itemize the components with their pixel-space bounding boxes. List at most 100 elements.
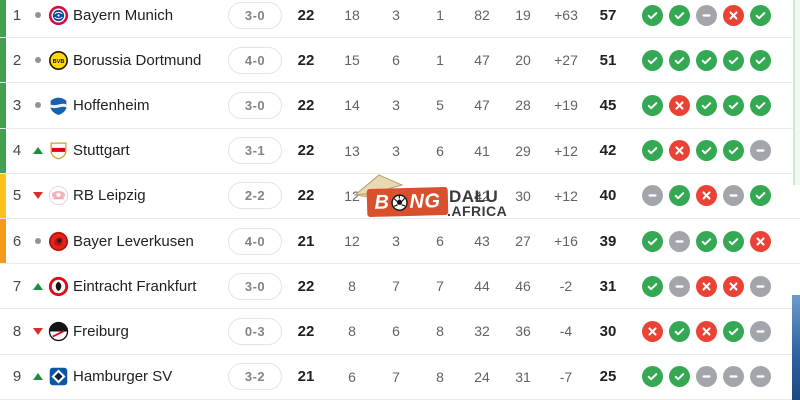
table-row[interactable]: 9 Hamburger SV 3-2 21 6 7 8 24 31 -7 25	[0, 354, 800, 400]
wins: 15	[344, 52, 360, 69]
win-check-icon[interactable]	[696, 49, 717, 71]
last-match-score-pill[interactable]: 3-1	[228, 137, 282, 165]
points: 51	[599, 51, 617, 69]
table-row[interactable]: 6 Bayer Leverkusen 4-0 21 12 3 6 43 27 +…	[0, 218, 800, 265]
team-name[interactable]: Eintracht Frankfurt	[73, 277, 197, 295]
table-row[interactable]: 2 BVB Borussia Dortmund 4-0 22 15 6 1 47…	[0, 38, 800, 84]
last-match-score-pill[interactable]: 2-2	[228, 182, 282, 210]
win-check-icon[interactable]	[669, 4, 690, 26]
draw-dash-icon[interactable]	[669, 275, 690, 297]
team-name[interactable]: Stuttgart	[73, 142, 130, 160]
win-check-icon[interactable]	[669, 185, 690, 207]
draw-dash-icon[interactable]	[723, 366, 744, 388]
team-name[interactable]: RB Leipzig	[73, 187, 146, 205]
last-match-score-cell[interactable]: 3-0	[228, 1, 282, 29]
last-match-score-pill[interactable]: 4-0	[228, 227, 282, 255]
last-match-score-pill[interactable]: 3-0	[228, 1, 282, 29]
win-check-icon[interactable]	[669, 366, 690, 388]
win-check-icon[interactable]	[723, 49, 744, 71]
rank-movement	[30, 373, 46, 381]
loss-x-icon[interactable]	[669, 140, 690, 162]
table-row[interactable]: 7 Eintracht Frankfurt 3-0 22 8 7 7 44 46…	[0, 264, 800, 310]
rank-number: 4	[12, 142, 22, 160]
last-match-score-cell[interactable]: 2-2	[228, 182, 282, 210]
matches-played: 22	[297, 142, 315, 160]
last-match-score-cell[interactable]: 0-3	[228, 317, 282, 345]
loss-x-icon[interactable]	[723, 4, 744, 26]
win-check-icon[interactable]	[750, 4, 771, 26]
table-row[interactable]: 1 Bayern Munich 3-0 22 18 3 1 82 19 +63 …	[0, 0, 800, 39]
last-match-score-pill[interactable]: 3-2	[228, 363, 282, 391]
table-row[interactable]: 4 Stuttgart 3-1 22 13 3 6 41 29 +12 42	[0, 128, 800, 174]
last-match-score-cell[interactable]: 3-0	[228, 272, 282, 300]
win-check-icon[interactable]	[642, 94, 663, 116]
team-name[interactable]: Bayer Leverkusen	[73, 232, 194, 250]
last-match-score-pill[interactable]: 0-3	[228, 317, 282, 345]
team-name[interactable]: Borussia Dortmund	[73, 51, 202, 69]
recent-form	[642, 230, 771, 252]
win-check-icon[interactable]	[642, 4, 663, 26]
points: 25	[599, 368, 617, 386]
recent-form	[642, 4, 771, 26]
goals-against: 46	[515, 278, 531, 295]
draw-dash-icon[interactable]	[669, 230, 690, 252]
win-check-icon[interactable]	[723, 320, 744, 342]
goals-for: 32	[474, 323, 490, 340]
team-name[interactable]: Hamburger SV	[73, 368, 173, 386]
win-check-icon[interactable]	[750, 49, 771, 71]
win-check-icon[interactable]	[669, 49, 690, 71]
win-check-icon[interactable]	[696, 140, 717, 162]
table-row[interactable]: 3 Hoffenheim 3-0 22 14 3 5 47 28 +19 45	[0, 83, 800, 129]
win-check-icon[interactable]	[696, 230, 717, 252]
loss-x-icon[interactable]	[642, 320, 663, 342]
win-check-icon[interactable]	[723, 140, 744, 162]
draw-dash-icon[interactable]	[723, 185, 744, 207]
recent-form	[642, 140, 771, 162]
draw-dash-icon[interactable]	[750, 275, 771, 297]
draw-dash-icon[interactable]	[642, 185, 663, 207]
last-match-score-cell[interactable]: 3-1	[228, 137, 282, 165]
no-change-icon	[35, 57, 41, 64]
loss-x-icon[interactable]	[750, 230, 771, 252]
loss-x-icon[interactable]	[669, 94, 690, 116]
last-match-score-cell[interactable]: 3-0	[228, 91, 282, 119]
team-name[interactable]: Freiburg	[73, 322, 129, 340]
win-check-icon[interactable]	[723, 230, 744, 252]
draw-dash-icon[interactable]	[696, 366, 717, 388]
win-check-icon[interactable]	[642, 230, 663, 252]
draw-dash-icon[interactable]	[750, 140, 771, 162]
last-match-score-pill[interactable]: 3-0	[228, 91, 282, 119]
recent-form	[642, 185, 771, 207]
team-name[interactable]: Bayern Munich	[73, 6, 174, 24]
win-check-icon[interactable]	[642, 366, 663, 388]
last-match-score-cell[interactable]: 4-0	[228, 227, 282, 255]
table-row[interactable]: 5 RB Leipzig 2-2 22 12 4 6 42 30 +12 40	[0, 173, 800, 219]
last-match-score-cell[interactable]: 3-2	[228, 363, 282, 391]
wins: 18	[344, 7, 360, 24]
win-check-icon[interactable]	[750, 185, 771, 207]
rank-movement	[30, 57, 46, 64]
win-check-icon[interactable]	[696, 94, 717, 116]
last-match-score-pill[interactable]: 4-0	[228, 46, 282, 74]
win-check-icon[interactable]	[642, 275, 663, 297]
win-check-icon[interactable]	[642, 49, 663, 71]
last-match-score-pill[interactable]: 3-0	[228, 272, 282, 300]
goals-against: 29	[515, 142, 531, 159]
draw-dash-icon[interactable]	[750, 366, 771, 388]
loss-x-icon[interactable]	[723, 275, 744, 297]
win-check-icon[interactable]	[750, 94, 771, 116]
wins: 6	[348, 368, 356, 385]
goal-difference: +12	[554, 142, 578, 159]
loss-x-icon[interactable]	[696, 320, 717, 342]
win-check-icon[interactable]	[669, 320, 690, 342]
team-name[interactable]: Hoffenheim	[73, 96, 150, 114]
last-match-score-cell[interactable]: 4-0	[228, 46, 282, 74]
win-check-icon[interactable]	[723, 94, 744, 116]
table-row[interactable]: 8 Freiburg 0-3 22 8 6 8 32 36 -4 30	[0, 309, 800, 355]
loss-x-icon[interactable]	[696, 185, 717, 207]
draw-dash-icon[interactable]	[750, 320, 771, 342]
loss-x-icon[interactable]	[696, 275, 717, 297]
draw-dash-icon[interactable]	[696, 4, 717, 26]
goals-for: 47	[474, 97, 490, 114]
win-check-icon[interactable]	[642, 140, 663, 162]
